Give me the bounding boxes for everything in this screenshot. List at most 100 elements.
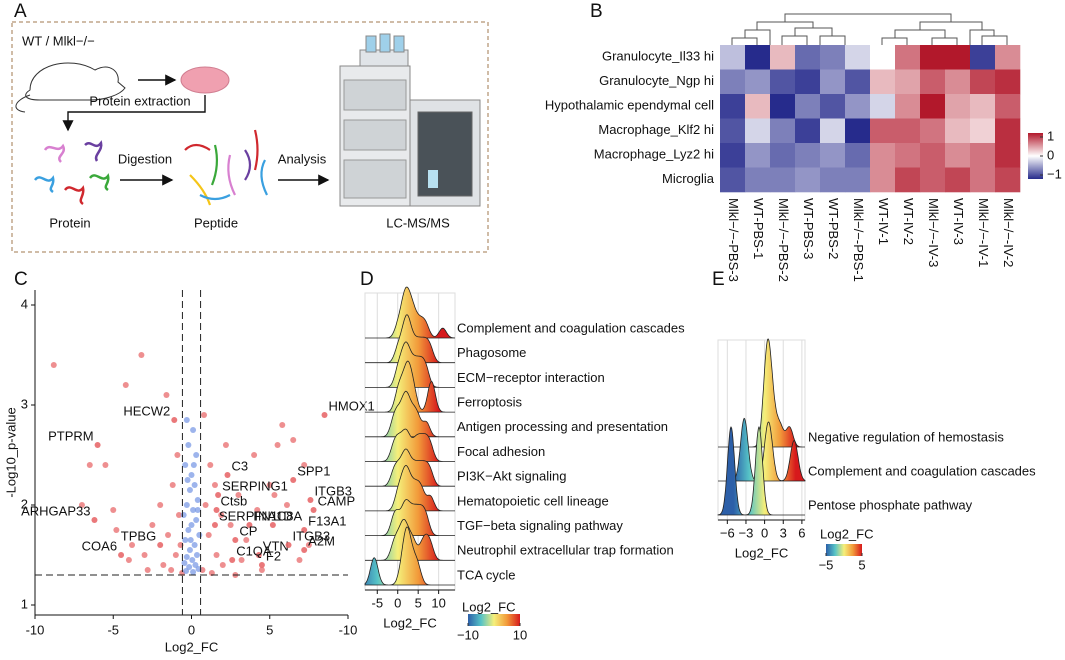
heat-cell: [870, 45, 896, 70]
point: [279, 422, 286, 428]
point: [274, 442, 281, 448]
mouse-label: WT / Mlkl−/−: [22, 33, 95, 48]
point: [283, 502, 290, 508]
point: [160, 562, 167, 568]
heat-cell: [745, 94, 771, 119]
point: [211, 482, 218, 488]
point: [185, 527, 192, 533]
heat-cell: [970, 45, 996, 70]
heat-cell: [995, 143, 1021, 168]
heat-cell: [995, 94, 1021, 119]
brain: [180, 66, 230, 94]
x-tick-label: 10: [431, 595, 445, 610]
density-ridge: [365, 428, 455, 462]
colorbar: [468, 614, 520, 626]
labeled-point: [91, 517, 98, 523]
point: [258, 567, 265, 573]
density-ridge: [365, 390, 455, 438]
gene-label: A2M: [308, 533, 335, 548]
point: [190, 427, 197, 433]
heat-cell: [970, 69, 996, 95]
heat-cell: [720, 143, 746, 168]
point: [184, 477, 191, 483]
gene-label: F13A1: [308, 513, 346, 528]
column-label: WT-PBS-2: [826, 198, 841, 259]
column-label: WT-IV-1: [876, 198, 891, 245]
proteins: [34, 140, 110, 206]
point: [193, 552, 200, 558]
x-tick-label: −6: [720, 525, 735, 540]
heat-cell: [720, 69, 746, 95]
gene-label: HECW2: [123, 403, 170, 418]
panel-label: E: [712, 269, 725, 290]
mouse: [25, 62, 126, 101]
colorbar-tick-label: 10: [513, 627, 527, 642]
point: [125, 557, 132, 563]
point: [157, 502, 164, 508]
point: [183, 502, 190, 508]
heat-cell: [870, 143, 896, 168]
heat-cell: [870, 118, 896, 144]
pathway-label: Complement and coagulation cascades: [808, 463, 1036, 478]
pathway-label: Focal adhesion: [457, 444, 545, 459]
point: [235, 492, 242, 498]
pathway-label: Ferroptosis: [457, 395, 523, 410]
y-tick-label: 2: [21, 496, 28, 511]
item-label: Protein: [49, 215, 90, 230]
heat-cell: [870, 94, 896, 119]
point: [122, 382, 129, 388]
point: [296, 557, 303, 563]
x-tick-label: −3: [739, 525, 754, 540]
point: [141, 552, 148, 558]
point: [194, 497, 201, 503]
y-tick-label: 1: [21, 596, 28, 611]
heat-cell: [945, 45, 971, 70]
point: [186, 487, 193, 493]
heat-cell: [795, 69, 821, 95]
heat-cell: [970, 94, 996, 119]
heat-cell: [895, 45, 921, 70]
labeled-point: [171, 417, 178, 423]
point: [113, 527, 120, 533]
density-ridge: [365, 360, 455, 413]
point: [186, 547, 193, 553]
point: [301, 462, 308, 468]
arrow: [62, 95, 206, 132]
gene-label: ITGB3: [314, 483, 352, 498]
heat-cell: [920, 167, 946, 193]
gene-label: SERPING1: [222, 478, 288, 493]
colorbar: [1028, 133, 1043, 179]
labeled-point: [229, 557, 236, 563]
gene-label: SPP1: [297, 463, 330, 478]
point: [305, 542, 312, 548]
point: [187, 537, 194, 543]
point: [195, 566, 202, 572]
colorbar-tick-label: 0: [1047, 147, 1054, 162]
heat-cell: [945, 69, 971, 95]
colorbar-tick-label: 5: [858, 557, 865, 572]
point: [190, 462, 197, 468]
heat-cell: [820, 167, 846, 193]
density-ridge: [365, 464, 455, 512]
heat-cell: [945, 167, 971, 193]
labeled-point: [211, 522, 218, 528]
x-tick-label: -5: [107, 622, 119, 637]
pathway-label: Complement and coagulation cascades: [457, 320, 685, 335]
x-tick-label: -10: [26, 622, 45, 637]
gene-label: VTN: [263, 538, 289, 553]
peptides: [184, 129, 268, 206]
point: [189, 557, 196, 563]
item-label: LC-MS/MS: [386, 215, 450, 230]
density-ridge: [717, 426, 805, 516]
heat-cell: [920, 143, 946, 168]
point: [50, 362, 57, 368]
row-label: Macrophage_Lyz2 hi: [594, 147, 714, 162]
point: [168, 567, 175, 573]
pathway-label: Negative regulation of hemostasis: [808, 429, 1004, 444]
heat-cell: [895, 94, 921, 119]
labeled-point: [285, 542, 292, 548]
gene-label: C3: [231, 458, 248, 473]
point: [196, 532, 203, 538]
step-label: Analysis: [278, 151, 327, 166]
gene-label: ARHGAP33: [21, 503, 90, 518]
